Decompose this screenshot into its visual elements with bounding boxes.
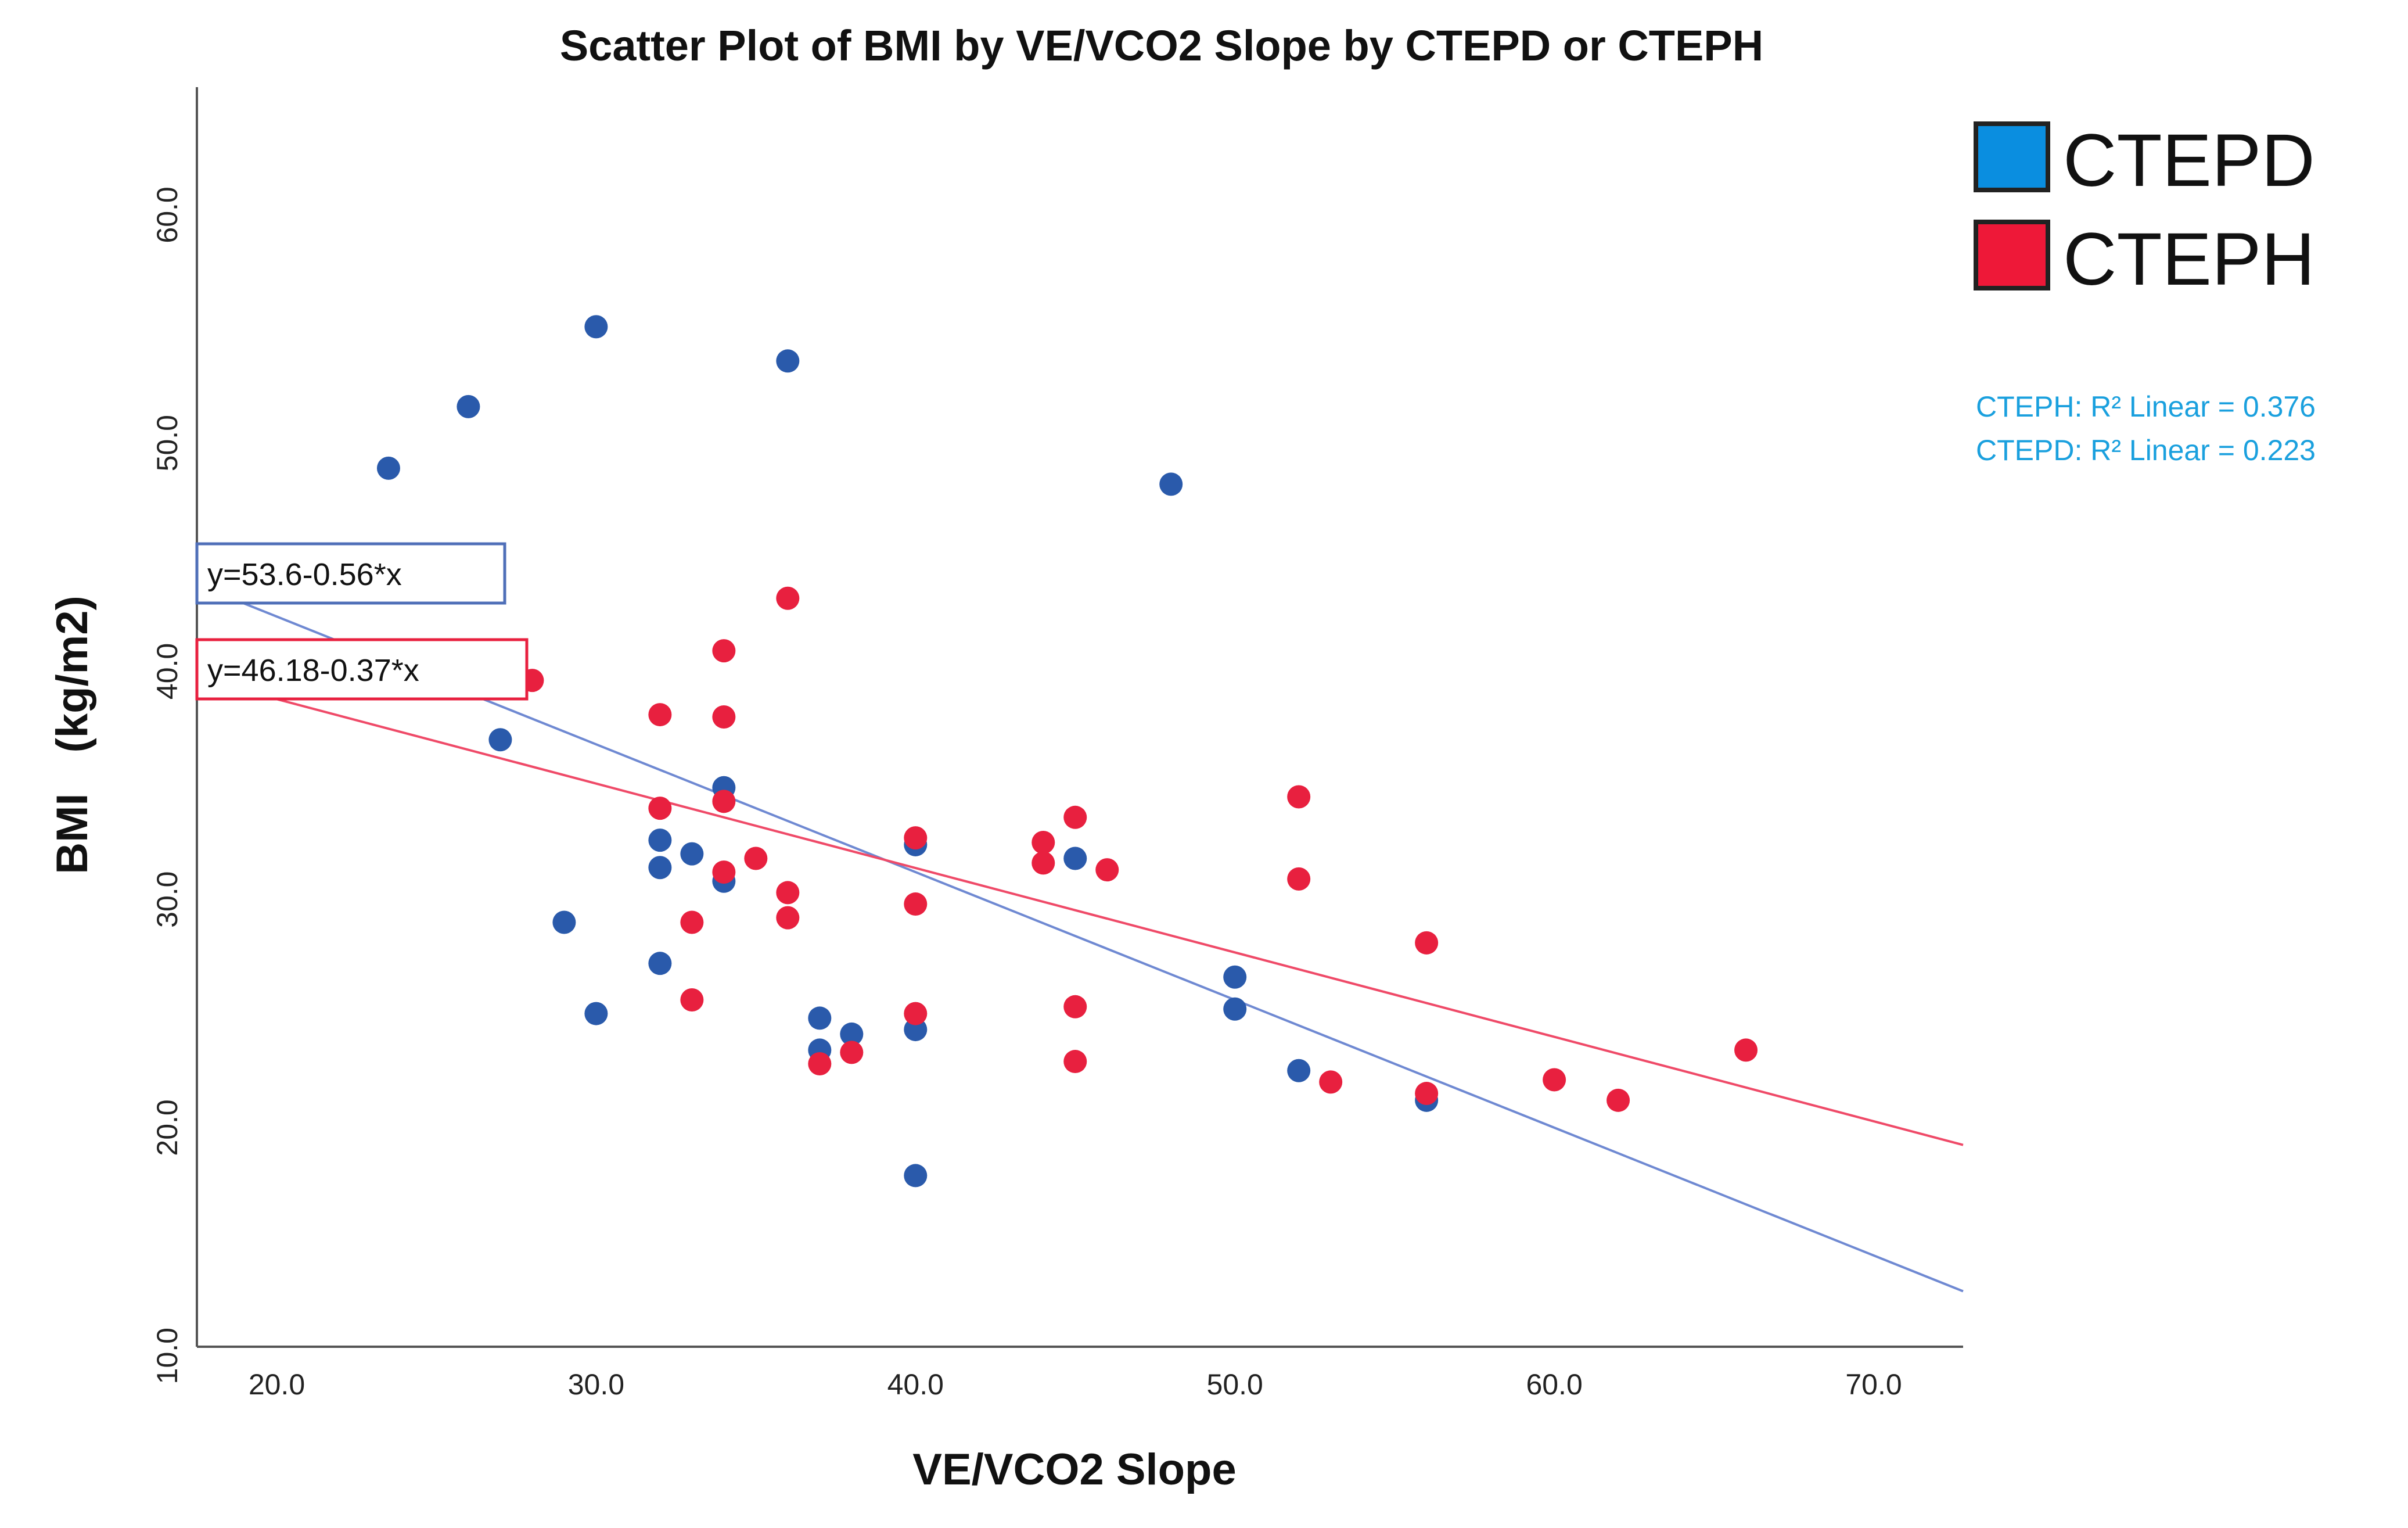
point-ctepd	[904, 1018, 928, 1042]
point-cteph	[712, 639, 736, 663]
chart-title: Scatter Plot of BMI by VE/VCO2 Slope by …	[560, 21, 1763, 70]
y-axis-title-main: BMI	[48, 793, 97, 874]
y-tick-label: 20.0	[151, 1099, 184, 1156]
point-cteph	[1032, 831, 1055, 855]
point-ctepd	[840, 1022, 864, 1046]
y-tick-label: 40.0	[151, 643, 184, 700]
point-cteph	[1415, 1082, 1439, 1106]
point-cteph	[1063, 805, 1087, 829]
x-tick-label: 50.0	[1207, 1368, 1263, 1401]
equation-box-ctepd: y=53.6-0.56*x	[195, 542, 506, 605]
x-tick-label: 40.0	[887, 1368, 944, 1401]
fit-line-cteph	[196, 677, 1964, 1146]
point-ctepd	[648, 828, 672, 852]
point-ctepd	[776, 349, 800, 373]
point-ctepd	[552, 910, 576, 934]
point-cteph	[808, 1052, 832, 1075]
point-cteph	[1032, 851, 1055, 875]
point-ctepd	[584, 1002, 608, 1025]
point-cteph	[904, 892, 928, 916]
point-cteph	[904, 1002, 928, 1025]
point-ctepd	[584, 315, 608, 339]
point-cteph	[744, 847, 768, 870]
equation-label-cteph: y=46.18-0.37*x	[207, 653, 419, 688]
equation-box-cteph-frame	[195, 638, 529, 701]
point-cteph	[904, 826, 928, 850]
point-cteph	[1095, 858, 1119, 882]
equation-box-cteph: y=46.18-0.37*x	[195, 638, 529, 701]
point-cteph	[648, 703, 672, 727]
point-ctepd	[648, 856, 672, 880]
y-tick-labels: 10.0 20.0 30.0 40.0 50.0 60.0	[151, 186, 184, 1384]
equation-label-ctepd: y=53.6-0.56*x	[207, 557, 402, 592]
point-cteph	[840, 1041, 864, 1064]
point-ctepd	[648, 952, 672, 975]
x-tick-label: 70.0	[1845, 1368, 1902, 1401]
point-cteph	[1734, 1038, 1758, 1062]
point-cteph	[776, 881, 800, 905]
point-cteph	[712, 860, 736, 884]
point-cteph	[776, 586, 800, 610]
point-ctepd	[488, 728, 512, 752]
point-cteph	[1319, 1070, 1343, 1094]
x-tick-label: 20.0	[249, 1368, 305, 1401]
point-cteph	[648, 797, 672, 820]
y-tick-label: 10.0	[151, 1328, 184, 1384]
legend-swatch-cteph	[1974, 220, 2050, 290]
point-cteph	[1063, 995, 1087, 1018]
point-ctepd	[1287, 1059, 1311, 1082]
point-cteph	[1543, 1068, 1566, 1092]
fit-lines	[196, 583, 1964, 1293]
point-ctepd	[904, 1164, 928, 1188]
point-cteph	[1606, 1088, 1630, 1112]
axes	[196, 87, 1963, 1348]
x-tick-label: 30.0	[568, 1368, 624, 1401]
point-ctepd	[1223, 965, 1247, 989]
point-ctepd	[808, 1006, 832, 1030]
point-cteph	[712, 705, 736, 729]
legend-label-cteph: CTEPH	[2063, 218, 2315, 301]
point-cteph	[1287, 785, 1311, 809]
x-tick-labels: 20.0 30.0 40.0 50.0 60.0 70.0	[249, 1368, 1902, 1401]
legend-swatch-ctepd	[1974, 121, 2050, 192]
point-cteph	[712, 790, 736, 813]
point-ctepd	[1159, 472, 1183, 496]
point-ctepd	[1223, 997, 1247, 1021]
data-points	[376, 315, 1758, 1188]
y-axis-title-units: (kg/m2)	[48, 596, 97, 752]
point-cteph	[680, 910, 704, 934]
x-axis-title: VE/VCO2 Slope	[912, 1445, 1237, 1494]
point-ctepd	[1063, 847, 1087, 870]
point-ctepd	[680, 842, 704, 866]
fit-line-ctepd	[196, 583, 1964, 1293]
r2-label-ctepd: CTEPD: R² Linear = 0.223	[1976, 434, 2316, 467]
point-cteph	[1063, 1050, 1087, 1074]
point-cteph	[1415, 931, 1439, 955]
point-cteph	[1287, 867, 1311, 891]
legend: CTEPD CTEPH	[1974, 119, 2315, 301]
point-ctepd	[457, 394, 480, 418]
legend-label-ctepd: CTEPD	[2063, 119, 2315, 202]
equation-box-ctepd-frame	[195, 542, 506, 605]
y-tick-label: 30.0	[151, 871, 184, 928]
x-tick-label: 60.0	[1526, 1368, 1582, 1401]
point-cteph	[776, 906, 800, 930]
point-cteph	[680, 988, 704, 1012]
y-tick-label: 60.0	[151, 186, 184, 243]
point-ctepd	[376, 456, 400, 480]
r2-label-cteph: CTEPH: R² Linear = 0.376	[1976, 390, 2316, 423]
y-axis-title: BMI (kg/m2)	[48, 596, 97, 874]
y-tick-label: 50.0	[151, 415, 184, 471]
